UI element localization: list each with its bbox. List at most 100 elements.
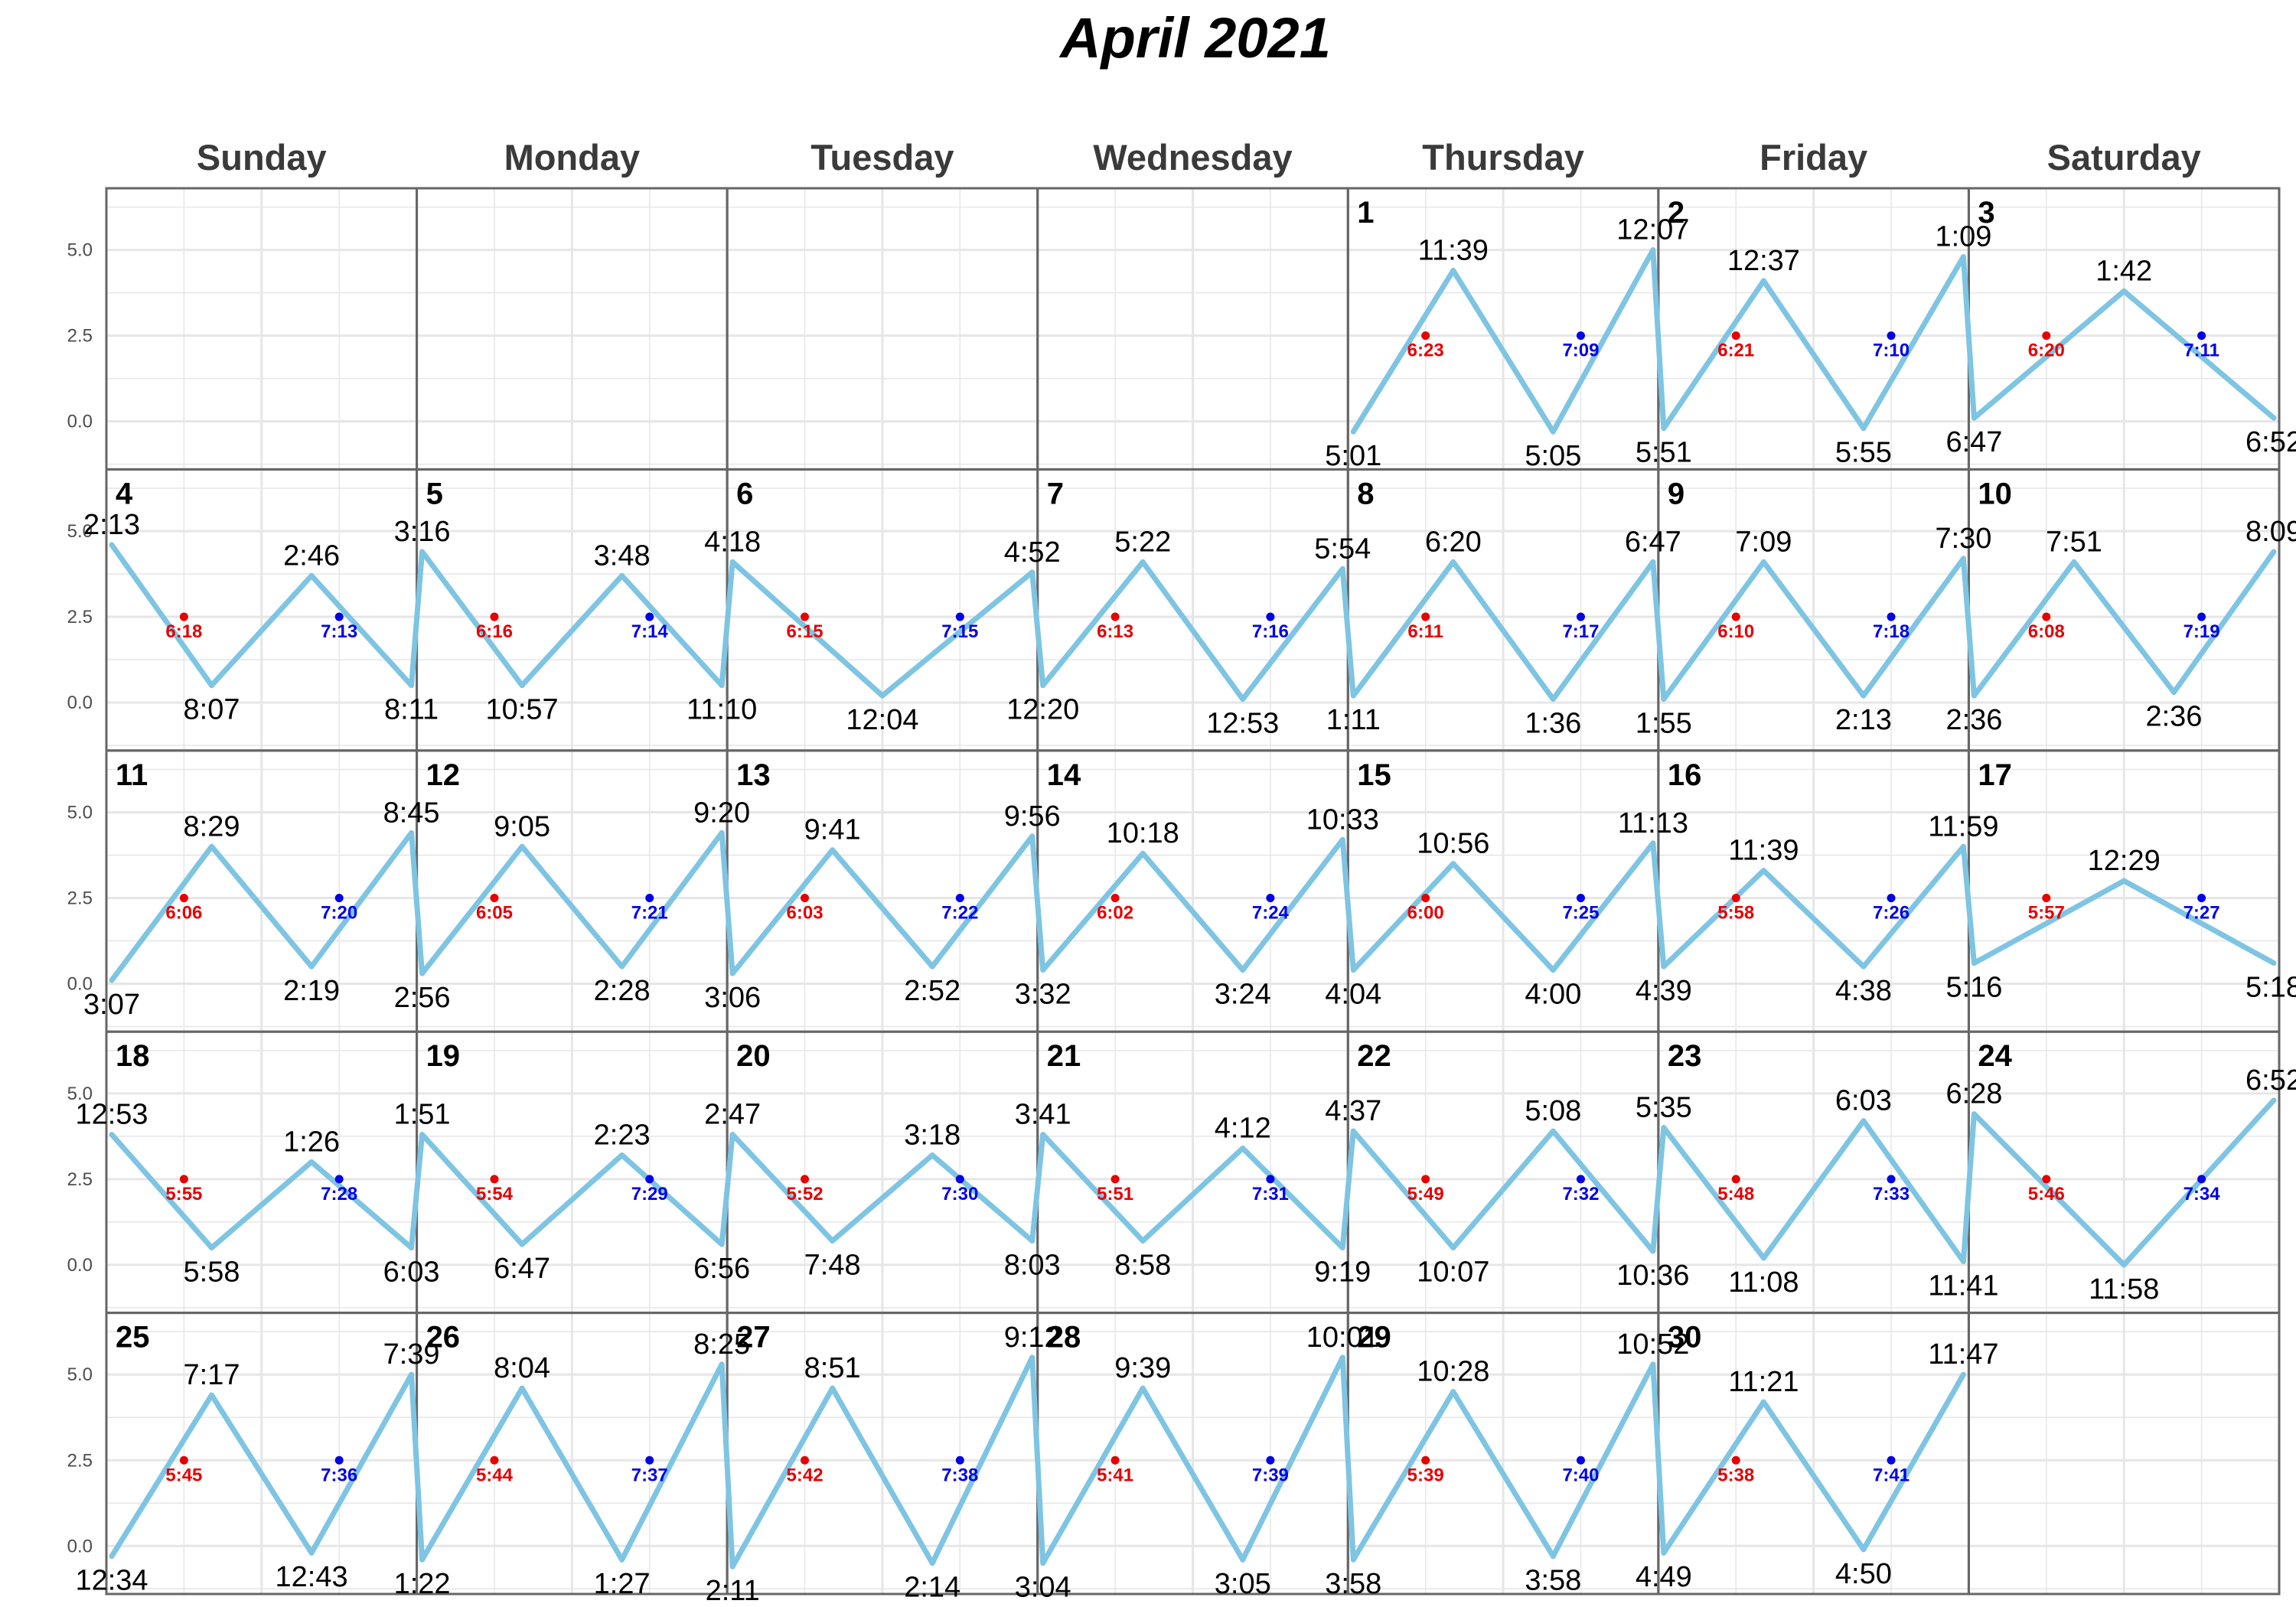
weekday-header: Wednesday [1093,137,1292,178]
high-tide-label: 11:59 [1928,810,1998,843]
low-tide-label: 3:07 [83,989,140,1021]
low-tide-label: 4:38 [1835,975,1892,1007]
sunset-label: 7:33 [1873,1184,1910,1204]
day-number: 29 [1357,1321,1391,1354]
tide-line-segment [1140,1146,1246,1244]
sunrise-label: 5:49 [1407,1184,1444,1204]
sunrise-dot [1110,612,1120,621]
tide-line-segment [1550,1128,1656,1254]
low-tide-label: 3:32 [1015,979,1071,1011]
tide-line-segment [719,1361,735,1570]
sunrise-label: 6:15 [787,621,823,642]
tide-line-segment [519,843,625,970]
sunrise-label: 6:11 [1407,621,1443,642]
tide-line-segment [1450,861,1556,973]
day-number: 10 [1978,477,2012,510]
day-number: 26 [426,1321,461,1354]
high-tide-label: 4:12 [1215,1113,1271,1145]
y-tick-label: 5.0 [67,521,93,542]
tide-line-segment [2121,878,2277,966]
sunset-label: 7:41 [1873,1465,1910,1485]
sunrise-label: 6:05 [476,902,513,923]
high-tide-label: 5:35 [1636,1092,1692,1124]
tide-line-segment [1450,1389,1556,1560]
tide-line-segment [1339,836,1356,973]
tide-line-segment [409,1371,426,1563]
high-tide-label: 9:56 [1004,800,1061,833]
tide-line-segment [1240,1354,1345,1563]
sunset-dot [1887,1455,1896,1465]
low-tide-label: 1:11 [1326,704,1381,736]
day-number: 2 [1668,196,1684,230]
y-tick-label: 0.0 [67,1255,93,1276]
sunset-dot [1887,331,1896,341]
low-tide-label: 5:05 [1525,440,1581,472]
tide-line-segment [519,572,625,689]
sunrise-label: 5:51 [1097,1184,1133,1204]
high-tide-label: 4:52 [1004,536,1061,569]
sunrise-label: 6:21 [1717,341,1754,361]
low-tide-label: 8:07 [184,694,240,726]
high-tide-label: 2:13 [83,509,140,541]
sunrise-dot [1110,1455,1120,1465]
high-tide-label: 8:45 [383,797,440,829]
low-tide-label: 12:43 [276,1561,348,1593]
sunrise-label: 5:46 [2028,1184,2065,1204]
high-tide-label: 9:39 [1114,1352,1171,1384]
tide-line-segment [409,830,426,976]
day-number: 4 [116,477,133,510]
tide-line-segment [1960,843,1977,966]
day-number: 27 [736,1321,771,1354]
low-tide-label: 5:55 [1835,437,1892,469]
high-tide-label: 8:09 [2245,516,2296,548]
sunrise-dot [1731,1455,1740,1465]
sunset-label: 7:16 [1252,621,1289,642]
tide-line-segment [308,830,415,970]
sunset-label: 7:13 [321,621,357,642]
day-number: 21 [1047,1039,1081,1073]
sunrise-dot [490,612,499,621]
sunset-dot [645,893,654,902]
tide-line-segment [2121,288,2277,421]
tide-line-segment [419,549,525,689]
day-number: 9 [1668,477,1684,510]
sunset-label: 7:11 [2183,341,2219,361]
tide-line-segment [1760,868,1867,970]
low-tide-label: 3:58 [1525,1565,1581,1597]
tide-line-segment [719,1132,735,1247]
low-tide-label: 4:49 [1636,1561,1692,1593]
tide-line-segment [1029,1132,1046,1244]
sunrise-label: 6:03 [787,902,823,923]
sunset-dot [334,1175,344,1184]
tide-line-segment [1140,1385,1246,1563]
low-tide-label: 9:19 [1314,1256,1371,1288]
sunrise-label: 5:38 [1717,1465,1754,1485]
sunrise-dot [2042,612,2051,621]
tide-line-segment [1861,1118,1966,1264]
tide-line-segment [419,1132,525,1247]
high-tide-label: 9:20 [693,797,750,829]
sunrise-dot [179,612,188,621]
low-tide-label: 2:56 [394,982,451,1014]
low-tide-label: 11:41 [1928,1270,1998,1302]
sunset-dot [1576,612,1585,621]
sunrise-dot [1731,612,1740,621]
day-number: 17 [1978,758,2012,792]
tide-line-segment [1661,278,1766,432]
tide-line-segment [1339,1128,1356,1250]
high-tide-label: 7:51 [2046,526,2102,558]
high-tide-label: 2:47 [704,1099,761,1131]
sunset-dot [645,1455,654,1465]
sunset-label: 7:36 [321,1465,357,1485]
tide-line-segment [729,1385,836,1570]
high-tide-label: 3:41 [1015,1099,1071,1131]
tide-line-segment [209,572,315,689]
day-number: 12 [426,758,461,792]
tide-line-segment [1450,559,1556,702]
tide-line-segment [109,843,215,983]
low-tide-label: 3:06 [704,982,761,1014]
sunrise-dot [179,893,188,902]
tide-line-segment [109,1392,215,1560]
tide-line-segment [1040,559,1146,689]
